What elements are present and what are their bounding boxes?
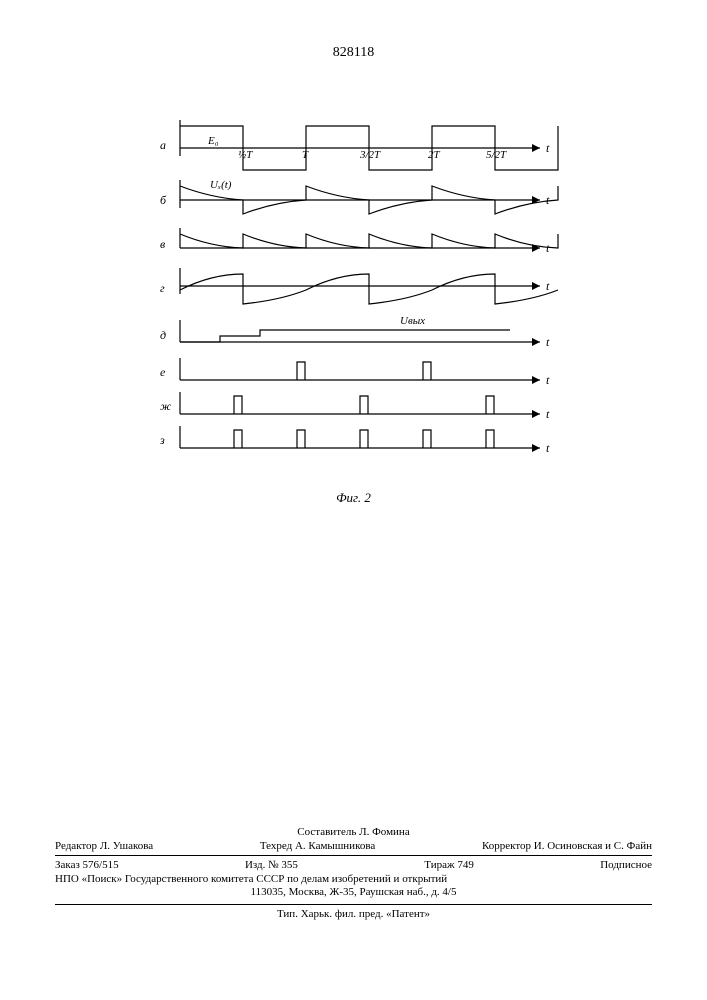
svg-text:ж: ж bbox=[160, 399, 171, 413]
svg-text:Uₓ(t): Uₓ(t) bbox=[210, 179, 232, 191]
svg-text:½T: ½T bbox=[238, 149, 253, 161]
svg-text:t: t bbox=[546, 441, 550, 455]
footer-tirazh: Тираж 749 bbox=[424, 859, 474, 871]
corrector: Корректор И. Осиновская и С. Файн bbox=[482, 840, 652, 852]
svg-text:t: t bbox=[546, 335, 550, 349]
footer-addr: 113035, Москва, Ж-35, Раушская наб., д. … bbox=[55, 886, 652, 898]
tehred: Техред А. Камышникова bbox=[260, 840, 375, 852]
svg-text:5/2T: 5/2T bbox=[486, 149, 507, 161]
svg-text:б: б bbox=[160, 193, 167, 207]
svg-text:3/2T: 3/2T bbox=[359, 149, 381, 161]
footer-typ: Тип. Харьк. фил. пред. «Патент» bbox=[55, 908, 652, 920]
svg-text:t: t bbox=[546, 373, 550, 387]
svg-text:з: з bbox=[159, 433, 165, 447]
svg-text:t: t bbox=[546, 407, 550, 421]
svg-text:t: t bbox=[546, 193, 550, 207]
svg-text:а: а bbox=[160, 138, 166, 152]
svg-text:е: е bbox=[160, 365, 166, 379]
svg-text:Uвых: Uвых bbox=[400, 315, 425, 327]
svg-text:E₀: E₀ bbox=[207, 135, 219, 147]
footer-compiler: Составитель Л. Фомина bbox=[55, 826, 652, 838]
svg-text:в: в bbox=[160, 237, 165, 251]
svg-text:t: t bbox=[546, 279, 550, 293]
footer-izd: Изд. № 355 bbox=[245, 859, 298, 871]
footer-subscribe: Подписное bbox=[600, 859, 652, 871]
footer-order: Заказ 576/515 bbox=[55, 859, 119, 871]
page-number: 828118 bbox=[0, 45, 707, 61]
figure-caption: Фиг. 2 bbox=[0, 490, 707, 506]
svg-text:t: t bbox=[546, 141, 550, 155]
figure: аtE₀½TT3/2T2T5/2TбtUₓ(t)вtгtдtUвыхеtжtзt bbox=[170, 120, 530, 480]
footer: Составитель Л. Фомина Редактор Л. Ушаков… bbox=[55, 826, 652, 920]
svg-text:г: г bbox=[160, 281, 165, 295]
footer-npo: НПО «Поиск» Государственного комитета СС… bbox=[55, 873, 652, 885]
editor: Редактор Л. Ушакова bbox=[55, 840, 153, 852]
svg-text:д: д bbox=[160, 328, 166, 342]
svg-text:2T: 2T bbox=[428, 149, 441, 161]
